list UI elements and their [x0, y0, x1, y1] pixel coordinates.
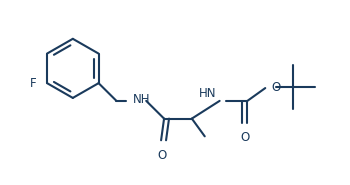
- Text: O: O: [271, 81, 280, 94]
- Text: HN: HN: [199, 87, 217, 100]
- Text: O: O: [158, 149, 167, 162]
- Text: O: O: [241, 131, 250, 144]
- Text: F: F: [29, 77, 36, 90]
- Text: NH: NH: [133, 93, 151, 106]
